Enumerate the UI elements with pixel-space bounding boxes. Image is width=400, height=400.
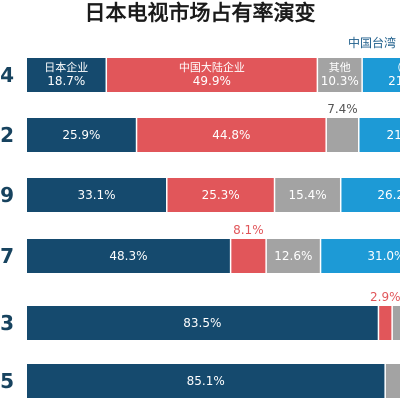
value-label: 15.4%	[289, 188, 327, 202]
bar-segment	[231, 239, 266, 273]
value-label: 85.1%	[187, 374, 225, 388]
value-label: 21.9%	[386, 128, 400, 142]
bar-segment	[321, 239, 400, 273]
value-label: 33.1%	[77, 188, 115, 202]
row-label: 24	[0, 63, 14, 87]
bar-segment	[167, 178, 274, 212]
value-label: 31.0%	[367, 249, 400, 263]
bar-segment	[379, 306, 392, 340]
bar-segment	[275, 178, 340, 212]
bar-segment	[362, 58, 400, 92]
bar-segment	[326, 118, 359, 152]
row-label: 13	[0, 311, 14, 335]
legend-label: 日本企业	[44, 60, 88, 74]
value-label: 25.9%	[62, 128, 100, 142]
bar-segment	[107, 58, 317, 92]
bar-segment	[385, 364, 400, 398]
value-label: 2.9%	[370, 290, 400, 304]
value-label: 49.9%	[193, 74, 231, 88]
row-label: 19	[0, 183, 14, 207]
bar-segment	[27, 178, 167, 212]
value-label: 10.3%	[321, 74, 359, 88]
bar-segment	[266, 239, 320, 273]
value-label: 7.4%	[327, 102, 358, 116]
value-label: 12.6%	[274, 249, 312, 263]
value-label: 8.1%	[233, 223, 264, 237]
legend-label: 其他	[329, 61, 351, 74]
value-label: 26.2%	[377, 188, 400, 202]
row-label: 05	[0, 369, 14, 393]
row-label: 17	[0, 244, 14, 268]
legend-label: 中国大陆企业	[179, 60, 245, 74]
value-label: 44.8%	[212, 128, 250, 142]
bar-segment	[27, 364, 385, 398]
chart-note: 中国台湾	[348, 35, 396, 50]
bar-segment	[137, 118, 326, 152]
chart-title: 日本电视市场占有率演变	[85, 1, 316, 25]
value-label: 83.5%	[183, 316, 221, 330]
bar-segment	[392, 306, 400, 340]
value-label: 18.7%	[47, 74, 85, 88]
value-label: 21.1%	[388, 74, 400, 88]
bar-segment	[341, 178, 400, 212]
bar-segment	[27, 58, 106, 92]
bar-segment	[27, 306, 378, 340]
bar-segment	[318, 58, 362, 92]
bar-segment	[27, 118, 136, 152]
bar-segment	[27, 239, 230, 273]
legend-label: （夏普	[391, 60, 400, 74]
value-label: 25.3%	[202, 188, 240, 202]
bars-group: 24 18.7%日本企业 49.9%中国大陆企业 10.3%其他 21.1%（夏普 22 2…	[0, 58, 400, 398]
value-label: 48.3%	[109, 249, 147, 263]
bar-segment	[359, 118, 400, 152]
row-label: 22	[0, 123, 14, 147]
